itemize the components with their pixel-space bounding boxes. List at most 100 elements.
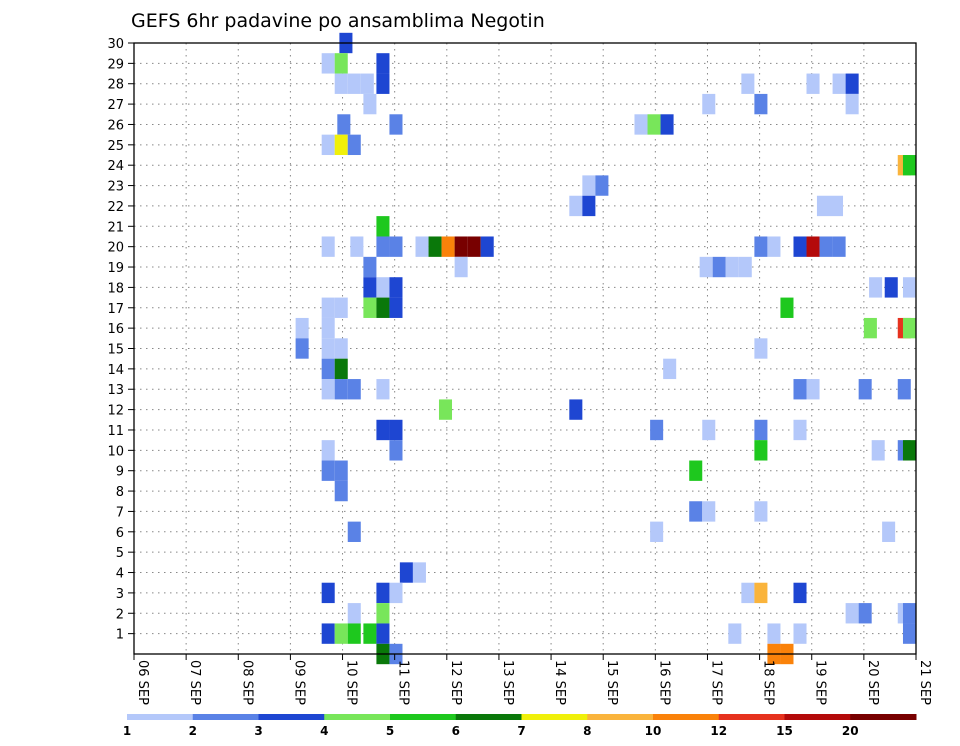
precip-cell bbox=[363, 623, 377, 644]
precip-cell bbox=[334, 134, 348, 156]
precip-cell bbox=[376, 297, 390, 318]
precip-cell bbox=[389, 236, 403, 257]
precip-cell bbox=[334, 73, 348, 94]
precip-cell bbox=[702, 419, 716, 441]
y-tick-label: 16 bbox=[107, 322, 124, 337]
precip-cell bbox=[754, 236, 768, 257]
colorbar-segment bbox=[390, 714, 457, 720]
precip-cell bbox=[295, 317, 309, 339]
y-tick-label: 4 bbox=[116, 567, 124, 582]
precip-cell bbox=[871, 440, 885, 461]
y-tick-label: 9 bbox=[116, 465, 124, 480]
y-tick-label: 25 bbox=[107, 139, 124, 154]
precip-cell bbox=[389, 582, 403, 604]
x-tick-label: 10 SEP bbox=[344, 660, 359, 705]
precip-cell bbox=[902, 155, 916, 176]
precip-cell bbox=[321, 338, 335, 359]
y-tick-label: 17 bbox=[107, 302, 124, 317]
precip-cell bbox=[376, 73, 390, 94]
precip-cell bbox=[428, 236, 442, 257]
precip-cell bbox=[699, 256, 713, 278]
precip-cell bbox=[389, 419, 403, 441]
precip-cell bbox=[863, 317, 877, 339]
precip-cell bbox=[902, 603, 916, 624]
precip-cell bbox=[858, 603, 872, 624]
y-tick-label: 1 bbox=[116, 628, 124, 643]
precip-cell bbox=[884, 277, 898, 298]
y-tick-label: 29 bbox=[107, 57, 124, 72]
precip-cell bbox=[712, 256, 726, 278]
precip-cell bbox=[347, 603, 361, 624]
precip-cell bbox=[647, 114, 661, 135]
colorbar-segment bbox=[850, 714, 917, 720]
y-tick-label: 3 bbox=[116, 587, 124, 602]
colorbar-label: 1 bbox=[123, 724, 131, 738]
precip-cell bbox=[389, 114, 403, 135]
precip-cell bbox=[595, 175, 609, 196]
y-tick-label: 2 bbox=[116, 607, 124, 622]
precip-cell bbox=[295, 338, 309, 359]
precip-cell bbox=[832, 73, 846, 94]
precip-cell bbox=[334, 297, 348, 318]
colorbar-segment bbox=[718, 714, 785, 720]
precip-cell bbox=[816, 195, 830, 217]
precip-cell bbox=[363, 277, 377, 298]
precip-cell bbox=[441, 236, 455, 257]
precip-cell bbox=[738, 256, 752, 278]
precip-cell bbox=[363, 256, 377, 278]
precip-cell bbox=[902, 277, 916, 298]
y-tick-label: 30 bbox=[107, 37, 124, 52]
precip-cell bbox=[347, 623, 361, 644]
precip-cell bbox=[767, 623, 781, 644]
precip-cell bbox=[363, 297, 377, 318]
precip-cell bbox=[829, 195, 844, 217]
precip-cell bbox=[741, 73, 755, 94]
precip-cell bbox=[321, 297, 335, 318]
precip-cell bbox=[389, 297, 403, 318]
colorbar-segment bbox=[784, 714, 851, 720]
precip-cell bbox=[321, 358, 335, 380]
y-tick-label: 20 bbox=[107, 241, 124, 256]
x-tick-label: 21 SEP bbox=[917, 660, 932, 705]
precip-cell bbox=[376, 603, 390, 624]
colorbar-label: 10 bbox=[645, 724, 662, 738]
precip-cell bbox=[897, 379, 911, 400]
precip-cell bbox=[334, 623, 348, 644]
colorbar-segment bbox=[324, 714, 391, 720]
colorbar-label: 5 bbox=[386, 724, 394, 738]
precip-cell bbox=[376, 419, 390, 441]
x-tick-label: 20 SEP bbox=[865, 660, 880, 705]
precip-cell bbox=[467, 236, 481, 257]
precip-cell bbox=[321, 582, 335, 604]
precip-cell bbox=[882, 521, 896, 542]
x-tick-label: 12 SEP bbox=[448, 660, 463, 705]
precip-cell bbox=[902, 440, 916, 461]
precip-cell bbox=[902, 317, 916, 339]
precip-cell bbox=[347, 379, 361, 400]
precip-cell bbox=[376, 623, 390, 644]
precip-cell bbox=[569, 399, 583, 420]
precip-cell bbox=[806, 73, 820, 94]
y-tick-label: 23 bbox=[107, 180, 124, 195]
precip-cell bbox=[360, 73, 374, 94]
precip-cell bbox=[741, 582, 755, 604]
precip-cell bbox=[321, 317, 335, 339]
x-tick-label: 11 SEP bbox=[396, 660, 411, 705]
x-tick-label: 18 SEP bbox=[761, 660, 776, 705]
colorbar-segment bbox=[258, 714, 325, 720]
precip-cell bbox=[376, 582, 390, 604]
y-tick-label: 11 bbox=[107, 424, 124, 439]
precip-cell bbox=[858, 379, 872, 400]
y-tick-label: 6 bbox=[116, 526, 124, 541]
precip-cell bbox=[650, 419, 664, 441]
y-tick-label: 7 bbox=[116, 505, 124, 520]
precip-cell bbox=[454, 256, 468, 278]
colorbar-label: 3 bbox=[254, 724, 262, 738]
y-tick-label: 21 bbox=[107, 220, 124, 235]
precip-cell bbox=[819, 236, 833, 257]
precip-cell bbox=[767, 236, 781, 257]
x-tick-label: 09 SEP bbox=[291, 660, 306, 705]
precip-cell bbox=[689, 460, 703, 481]
precip-cell bbox=[582, 195, 596, 217]
